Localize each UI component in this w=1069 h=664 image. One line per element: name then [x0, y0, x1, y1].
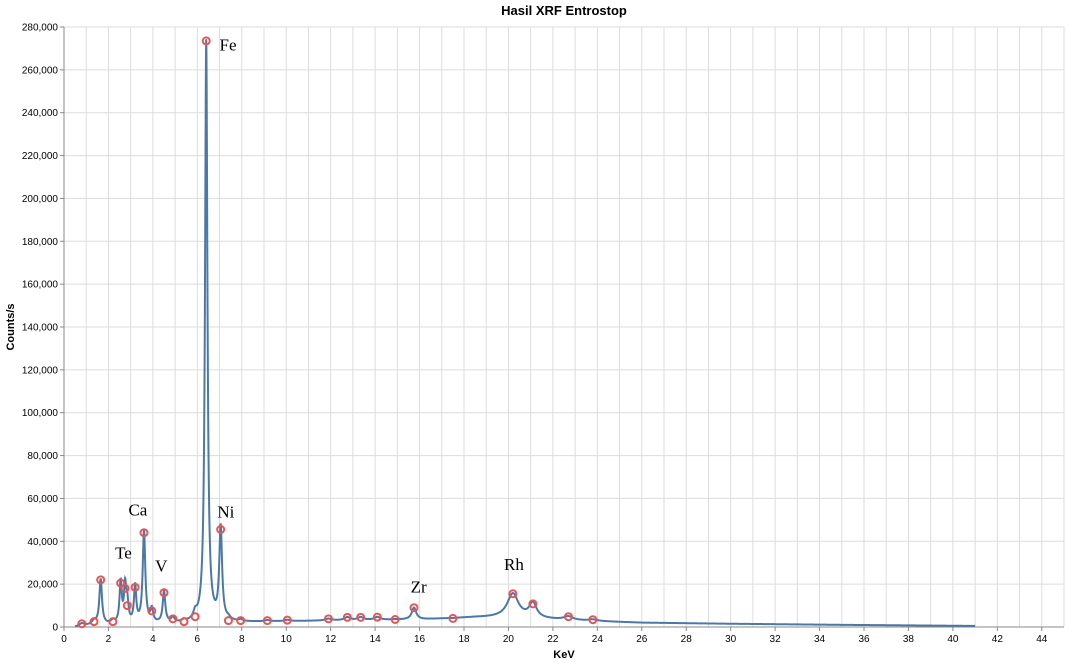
x-tick-label: 20: [503, 634, 515, 645]
peak-marker: [159, 588, 169, 598]
peak-marker: [147, 606, 157, 616]
x-tick-label: 12: [325, 634, 337, 645]
y-tick-label: 20,000: [27, 580, 58, 591]
peak-marker: [323, 614, 333, 624]
x-tick-label: 44: [1036, 634, 1048, 645]
y-tick-label: 240,000: [22, 108, 59, 119]
peak-marker: [168, 614, 178, 624]
y-tick-label: 280,000: [22, 23, 59, 34]
peak-marker: [390, 615, 400, 624]
y-tick-label: 40,000: [27, 537, 58, 548]
x-tick-label: 0: [61, 634, 67, 645]
y-tick-label: 140,000: [22, 323, 59, 334]
peak-label-zr: Zr: [411, 578, 427, 597]
peak-marker: [262, 616, 272, 626]
peak-marker: [282, 615, 292, 625]
peak-marker: [77, 619, 87, 629]
x-tick-label: 36: [858, 634, 870, 645]
peak-label-rh: Rh: [504, 555, 524, 574]
spectrum-line: [74, 39, 976, 628]
peak-labels: Fe Ca Ni Te V Zr Rh: [115, 36, 524, 597]
x-tick-label: 10: [281, 634, 293, 645]
peak-marker: [201, 36, 211, 46]
peak-marker: [372, 612, 382, 622]
peak-label-fe: Fe: [220, 36, 237, 55]
peak-marker: [342, 612, 352, 622]
y-tick-label: 120,000: [22, 365, 59, 376]
peak-marker: [223, 616, 233, 626]
x-tick-label: 34: [814, 634, 826, 645]
peak-label-v: V: [155, 556, 168, 575]
peak-marker: [508, 589, 518, 599]
peak-marker: [139, 528, 149, 538]
peak-marker: [116, 578, 126, 588]
peak-marker: [108, 617, 118, 627]
x-tick-label: 18: [458, 634, 470, 645]
x-tick-label: 38: [903, 634, 915, 645]
chart-title: Hasil XRF Entrostop: [501, 3, 627, 18]
y-tick-label: 60,000: [27, 494, 58, 505]
peak-marker: [588, 615, 598, 625]
x-tick-label: 4: [150, 634, 156, 645]
x-tick-label: 22: [547, 634, 559, 645]
grid: [63, 26, 1065, 628]
x-tick-label: 26: [636, 634, 648, 645]
x-tick-label: 28: [681, 634, 693, 645]
y-tick-label: 220,000: [22, 151, 59, 162]
peak-marker: [236, 616, 246, 626]
x-axis-title: KeV: [553, 649, 575, 661]
x-tick-label: 32: [770, 634, 782, 645]
peak-marker: [409, 603, 419, 613]
y-tick-label: 180,000: [22, 237, 59, 248]
peak-marker: [122, 601, 132, 611]
x-tick-label: 16: [414, 634, 426, 645]
x-ticks: 0 2 4 6 8 10 12 14 16 18 20 22 24 26 28 30 32 34 36 38 40 42 4…: [61, 627, 1048, 645]
y-tick-label: 0: [52, 623, 58, 634]
x-tick-label: 24: [592, 634, 604, 645]
x-tick-label: 14: [370, 634, 382, 645]
peak-marker: [130, 582, 140, 592]
y-tick-label: 260,000: [22, 65, 59, 76]
peak-marker: [179, 617, 189, 627]
peak-marker: [96, 575, 106, 585]
peak-marker: [120, 583, 130, 593]
x-tick-label: 40: [947, 634, 959, 645]
peak-marker: [563, 612, 573, 622]
y-tick-label: 100,000: [22, 408, 59, 419]
peak-marker: [89, 617, 99, 627]
peak-marker: [528, 599, 538, 609]
peak-label-ni: Ni: [217, 503, 234, 522]
peak-marker: [216, 525, 226, 534]
peak-label-ca: Ca: [128, 501, 147, 520]
y-tick-label: 200,000: [22, 194, 59, 205]
peak-marker: [190, 612, 200, 622]
peak-marker: [356, 612, 366, 622]
x-tick-label: 42: [992, 634, 1004, 645]
y-tick-label: 80,000: [27, 451, 58, 462]
peak-markers: [77, 36, 598, 629]
y-tick-label: 160,000: [22, 280, 59, 291]
peak-marker: [448, 613, 458, 623]
x-tick-label: 2: [106, 634, 112, 645]
x-tick-label: 6: [195, 634, 201, 645]
peak-label-te: Te: [115, 543, 132, 562]
y-ticks: 0 20,000 40,000 60,000 80,000 100,000 120,000 1…: [22, 23, 64, 634]
x-tick-label: 8: [239, 634, 245, 645]
y-axis-title: Counts/s: [5, 303, 17, 350]
x-tick-label: 30: [725, 634, 737, 645]
